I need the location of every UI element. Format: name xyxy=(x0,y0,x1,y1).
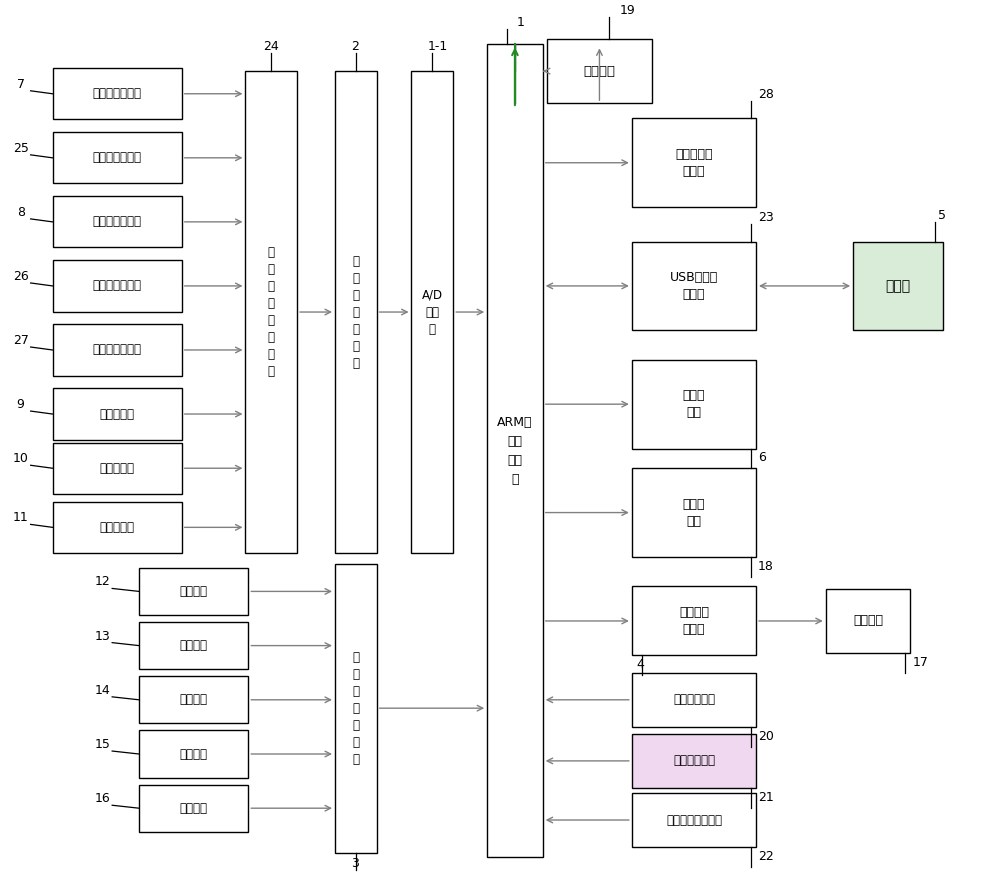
Text: 面板按钮: 面板按钮 xyxy=(180,694,208,706)
Text: 22: 22 xyxy=(758,850,774,863)
Text: 模
拟
量
输
入
接
口: 模 拟 量 输 入 接 口 xyxy=(352,254,359,369)
Text: 7: 7 xyxy=(17,78,25,91)
Bar xyxy=(52,132,182,183)
Bar xyxy=(632,587,756,655)
Text: 17: 17 xyxy=(912,656,928,669)
Text: 开关量输
出接口: 开关量输 出接口 xyxy=(679,606,709,636)
Text: 9: 9 xyxy=(17,398,25,411)
Text: 第一电流传感器: 第一电流传感器 xyxy=(93,88,142,100)
Bar xyxy=(487,45,543,858)
Text: 右遥控器: 右遥控器 xyxy=(180,802,208,815)
Text: 24: 24 xyxy=(263,40,279,53)
Bar xyxy=(52,68,182,119)
Text: 21: 21 xyxy=(758,791,774,804)
Bar xyxy=(632,118,756,207)
Bar xyxy=(52,260,182,311)
Text: 第二温度传感器: 第二温度传感器 xyxy=(93,280,142,292)
Text: 15: 15 xyxy=(94,738,110,751)
Text: 3: 3 xyxy=(351,858,359,871)
Text: 按键操作电
路模块: 按键操作电 路模块 xyxy=(675,147,713,178)
Text: 晶振电路模块: 晶振电路模块 xyxy=(673,694,715,706)
Bar xyxy=(632,241,756,331)
Bar xyxy=(139,785,248,832)
Bar xyxy=(52,324,182,375)
Bar xyxy=(335,564,377,852)
Text: 左端头站: 左端头站 xyxy=(180,639,208,652)
Bar xyxy=(139,731,248,778)
Text: 5: 5 xyxy=(938,209,946,222)
Text: 28: 28 xyxy=(758,88,774,101)
Text: 右端头站: 右端头站 xyxy=(180,747,208,760)
Text: 13: 13 xyxy=(94,630,110,643)
Text: 计算机: 计算机 xyxy=(885,279,910,293)
Bar xyxy=(411,71,453,553)
Bar xyxy=(52,196,182,247)
Text: 第二电流传感器: 第二电流传感器 xyxy=(93,152,142,164)
Bar xyxy=(335,71,377,553)
Text: 26: 26 xyxy=(13,270,29,283)
Text: 1: 1 xyxy=(517,16,525,29)
Bar xyxy=(826,589,910,653)
Text: 第二变
频器: 第二变 频器 xyxy=(683,497,705,528)
Text: 12: 12 xyxy=(94,575,110,588)
Bar xyxy=(139,676,248,724)
Bar xyxy=(52,502,182,553)
Bar xyxy=(139,567,248,615)
Text: 左遥控器: 左遥控器 xyxy=(180,585,208,598)
Text: 8: 8 xyxy=(17,206,25,219)
Text: 位置传感器: 位置传感器 xyxy=(100,461,135,474)
Bar xyxy=(853,241,943,331)
Text: 第一温度传感器: 第一温度传感器 xyxy=(93,216,142,228)
Bar xyxy=(632,468,756,557)
Text: 电磁阀组: 电磁阀组 xyxy=(853,615,883,627)
Text: 开
关
量
输
入
接
口: 开 关 量 输 入 接 口 xyxy=(352,651,359,766)
Text: 25: 25 xyxy=(13,142,29,155)
Bar xyxy=(52,389,182,439)
Text: 27: 27 xyxy=(13,334,29,347)
Text: 角度传感器: 角度传感器 xyxy=(100,521,135,534)
Text: 电源模块: 电源模块 xyxy=(583,65,615,77)
Text: ARM微
控制
器模
块: ARM微 控制 器模 块 xyxy=(497,416,533,486)
Text: USB通信电
路模块: USB通信电 路模块 xyxy=(670,271,718,301)
Bar xyxy=(632,793,756,847)
Text: 10: 10 xyxy=(13,453,29,466)
Text: 14: 14 xyxy=(94,684,110,697)
Bar xyxy=(52,443,182,494)
Text: 20: 20 xyxy=(758,730,774,743)
Bar xyxy=(632,673,756,727)
Text: A/D
转换
器: A/D 转换 器 xyxy=(422,289,443,336)
Text: 23: 23 xyxy=(758,210,774,224)
Text: 信
号
调
理
电
路
模
块: 信 号 调 理 电 路 模 块 xyxy=(268,246,275,378)
Text: 18: 18 xyxy=(758,560,774,573)
Text: 16: 16 xyxy=(94,792,110,805)
Bar xyxy=(245,71,297,553)
Bar xyxy=(632,360,756,448)
Bar xyxy=(547,39,652,103)
Text: 瓦斯传感器: 瓦斯传感器 xyxy=(100,408,135,421)
Text: 2: 2 xyxy=(351,40,359,53)
Bar xyxy=(632,734,756,788)
Text: 19: 19 xyxy=(619,4,635,18)
Text: 1-1: 1-1 xyxy=(427,40,448,53)
Text: 第三温度传感器: 第三温度传感器 xyxy=(93,344,142,356)
Text: 第一变
频器: 第一变 频器 xyxy=(683,389,705,419)
Text: 6: 6 xyxy=(758,452,766,465)
Text: 数据存储电路模块: 数据存储电路模块 xyxy=(666,814,722,826)
Text: 11: 11 xyxy=(13,511,29,524)
Bar xyxy=(139,622,248,669)
Text: 4: 4 xyxy=(637,659,645,672)
Text: 复位电路模块: 复位电路模块 xyxy=(673,754,715,767)
